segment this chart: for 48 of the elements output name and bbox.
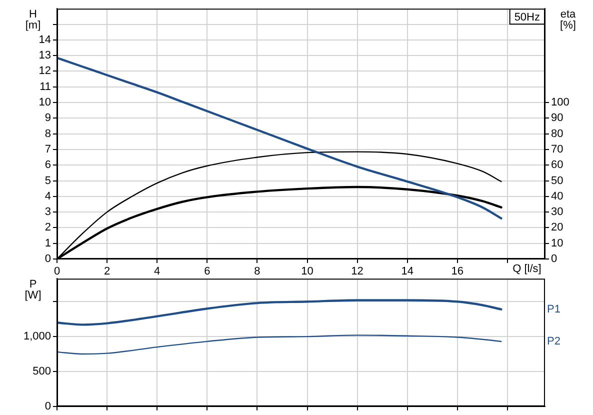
y2-axis-title: eta [%] [560, 8, 577, 32]
y-tick-label: 11 [40, 80, 51, 93]
y2-tick-label: 80 [551, 128, 564, 140]
y-tick-label: 1 [44, 237, 51, 250]
x-tick-label: 6 [204, 266, 210, 278]
line-series [57, 56, 502, 220]
x-tick-label: 4 [154, 266, 160, 278]
y-tick-label: 6 [44, 159, 51, 172]
x-axis-title: Q [l/s] [512, 263, 542, 276]
y2-tick-label: 20 [551, 222, 564, 234]
x-tick-label: 10 [301, 266, 314, 278]
y-tick-label: 2 [44, 222, 51, 234]
y2-tick-label: 50 [551, 174, 564, 187]
y-tick-label: 1,000 [23, 330, 51, 343]
y-tick-label: 10 [38, 96, 51, 109]
y-tick-label: 12 [38, 65, 51, 78]
y2-tick-label: 70 [551, 143, 564, 156]
chart-title: 50Hz [514, 12, 540, 24]
y2-tick-label: 0 [551, 253, 558, 266]
y-tick-label: 0 [44, 400, 51, 412]
text: P2 [547, 335, 560, 348]
y-tick-label: 3 [44, 206, 51, 218]
text: P1 [547, 303, 560, 316]
x-tick-label: 0 [54, 266, 60, 278]
y2-tick-label: 40 [551, 190, 564, 202]
x-tick-label: 14 [401, 266, 414, 278]
y-axis-title: H [m] [25, 8, 41, 32]
y-tick-label: 4 [44, 190, 51, 202]
line-series [57, 334, 502, 355]
y-tick-label: 8 [44, 128, 51, 140]
y-axis-title: P [W] [24, 278, 42, 302]
x-tick-label: 16 [451, 266, 464, 278]
y-tick-label: 500 [32, 366, 51, 378]
y-tick-label: 14 [38, 34, 51, 46]
x-tick-label: 12 [351, 266, 364, 278]
line-series [57, 299, 502, 326]
y2-tick-label: 60 [551, 159, 564, 172]
y2-tick-label: 10 [551, 237, 564, 250]
y2-tick-label: 90 [551, 112, 564, 124]
x-tick-label: 2 [104, 266, 110, 278]
y-tick-label: 9 [44, 112, 51, 124]
y2-tick-label: 100 [551, 96, 570, 109]
y-tick-label: 0 [44, 253, 51, 266]
y-tick-label: 5 [44, 174, 51, 187]
x-tick-label: 8 [254, 266, 260, 278]
y-tick-label: 13 [38, 50, 51, 62]
y-tick-label: 7 [44, 143, 51, 156]
y2-tick-label: 30 [551, 206, 564, 218]
